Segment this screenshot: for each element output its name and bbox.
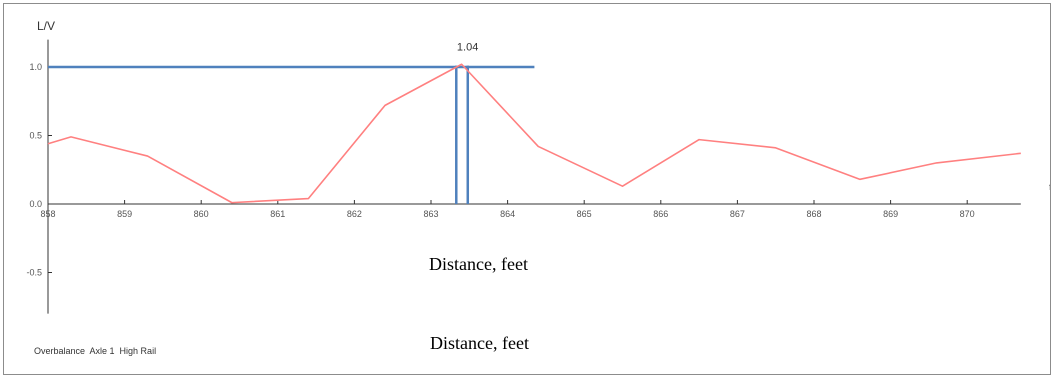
lv-distance-chart: 858 859 860 861 862 863 864 865 866 867 868 869 870 1… <box>26 19 1054 356</box>
x-axis-label-top: Distance, feet <box>429 254 528 274</box>
lv-series-line <box>47 63 1021 204</box>
chart-caption: Overbalance Axle 1 High Rail <box>34 346 156 356</box>
x-tick-label: 867 <box>730 209 745 219</box>
chart-frame: 858 859 860 861 862 863 864 865 866 867 868 869 870 1… <box>3 3 1055 375</box>
x-tick-label: 870 <box>960 209 975 219</box>
x-tick-label: 869 <box>883 209 898 219</box>
x-tick-label: 862 <box>347 209 362 219</box>
x-tick-label: 864 <box>500 209 515 219</box>
reference-lines <box>48 65 535 204</box>
y-axis-label: L/V <box>37 19 55 33</box>
y-tick-label: 1.0 <box>29 62 42 72</box>
y-tick-label: 0.5 <box>29 131 42 141</box>
x-tick-label: 860 <box>194 209 209 219</box>
series-layer <box>47 63 1021 204</box>
x-axis-label-bottom: Distance, feet <box>430 333 529 353</box>
tick-labels: 858 859 860 861 862 863 864 865 866 867 868 869 870 1… <box>26 62 974 278</box>
x-tick-label: 859 <box>117 209 132 219</box>
y-tick-label: -0.5 <box>26 268 42 278</box>
x-tick-label: 858 <box>40 209 55 219</box>
x-tick-label: 868 <box>806 209 821 219</box>
x-axis-unit: ft <box>1049 182 1050 192</box>
axes <box>47 39 1021 314</box>
x-tick-label: 863 <box>423 209 438 219</box>
x-tick-label: 861 <box>270 209 285 219</box>
peak-annotation: 1.04 <box>457 42 478 54</box>
x-tick-label: 865 <box>577 209 592 219</box>
x-tick-label: 866 <box>653 209 668 219</box>
y-tick-label: 0.0 <box>29 199 42 209</box>
